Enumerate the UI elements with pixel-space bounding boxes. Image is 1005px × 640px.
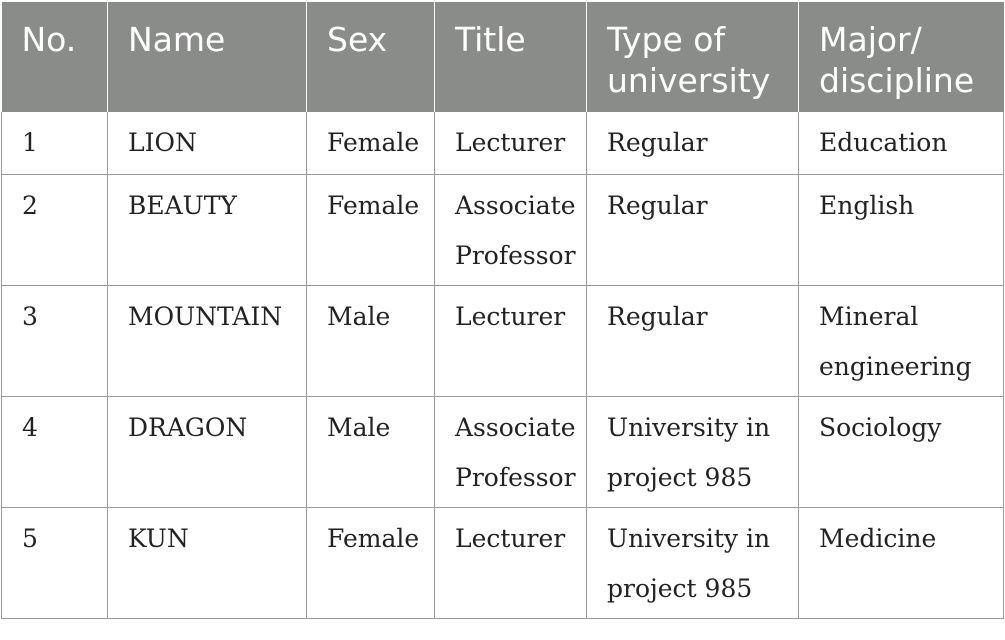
- table-row: 2 BEAUTY Female Associate Professor Regu…: [1, 174, 1004, 286]
- cell-sex: Male: [306, 285, 435, 397]
- cell-name: KUN: [107, 507, 307, 619]
- header-row: No. Name Sex Title Type of university Maj…: [1, 2, 1004, 112]
- cell-major: Mineral engineering: [798, 285, 1004, 397]
- header-name: Name: [107, 2, 307, 112]
- header-title: Title: [434, 2, 587, 112]
- cell-title: Lecturer: [434, 507, 587, 619]
- cell-title: Associate Professor: [434, 174, 587, 286]
- cell-type: University in project 985: [586, 507, 799, 619]
- cell-no: 4: [1, 396, 108, 508]
- cell-name: BEAUTY: [107, 174, 307, 286]
- cell-type: Regular: [586, 112, 799, 175]
- cell-name: LION: [107, 112, 307, 175]
- header-major-discipline: Major/discipline: [819, 20, 975, 100]
- cell-name: DRAGON: [107, 396, 307, 508]
- cell-major: Medicine: [798, 507, 1004, 619]
- cell-major: Sociology: [798, 396, 1004, 508]
- header-no: No.: [1, 2, 108, 112]
- cell-title: Lecturer: [434, 285, 587, 397]
- table-header: No. Name Sex Title Type of university Maj…: [1, 2, 1004, 112]
- participants-table: No. Name Sex Title Type of university Maj…: [1, 2, 1004, 619]
- cell-major: English: [798, 174, 1004, 286]
- cell-type: Regular: [586, 285, 799, 397]
- cell-name: MOUNTAIN: [107, 285, 307, 397]
- cell-sex: Male: [306, 396, 435, 508]
- cell-type: Regular: [586, 174, 799, 286]
- cell-no: 5: [1, 507, 108, 619]
- cell-title: Associate Professor: [434, 396, 587, 508]
- table-row: 4 DRAGON Male Associate Professor Univer…: [1, 396, 1004, 508]
- table-row: 3 MOUNTAIN Male Lecturer Regular Mineral…: [1, 285, 1004, 397]
- header-type-of-university: Type of university: [586, 2, 799, 112]
- header-sex: Sex: [306, 2, 435, 112]
- cell-sex: Female: [306, 507, 435, 619]
- table-row: 5 KUN Female Lecturer University in proj…: [1, 507, 1004, 619]
- cell-sex: Female: [306, 174, 435, 286]
- cell-sex: Female: [306, 112, 435, 175]
- cell-title: Lecturer: [434, 112, 587, 175]
- cell-type: University in project 985: [586, 396, 799, 508]
- table-body: 1 LION Female Lecturer Regular Education…: [1, 112, 1004, 619]
- cell-no: 1: [1, 112, 108, 175]
- cell-no: 2: [1, 174, 108, 286]
- table-row: 1 LION Female Lecturer Regular Education: [1, 112, 1004, 175]
- cell-no: 3: [1, 285, 108, 397]
- cell-major: Education: [798, 112, 1004, 175]
